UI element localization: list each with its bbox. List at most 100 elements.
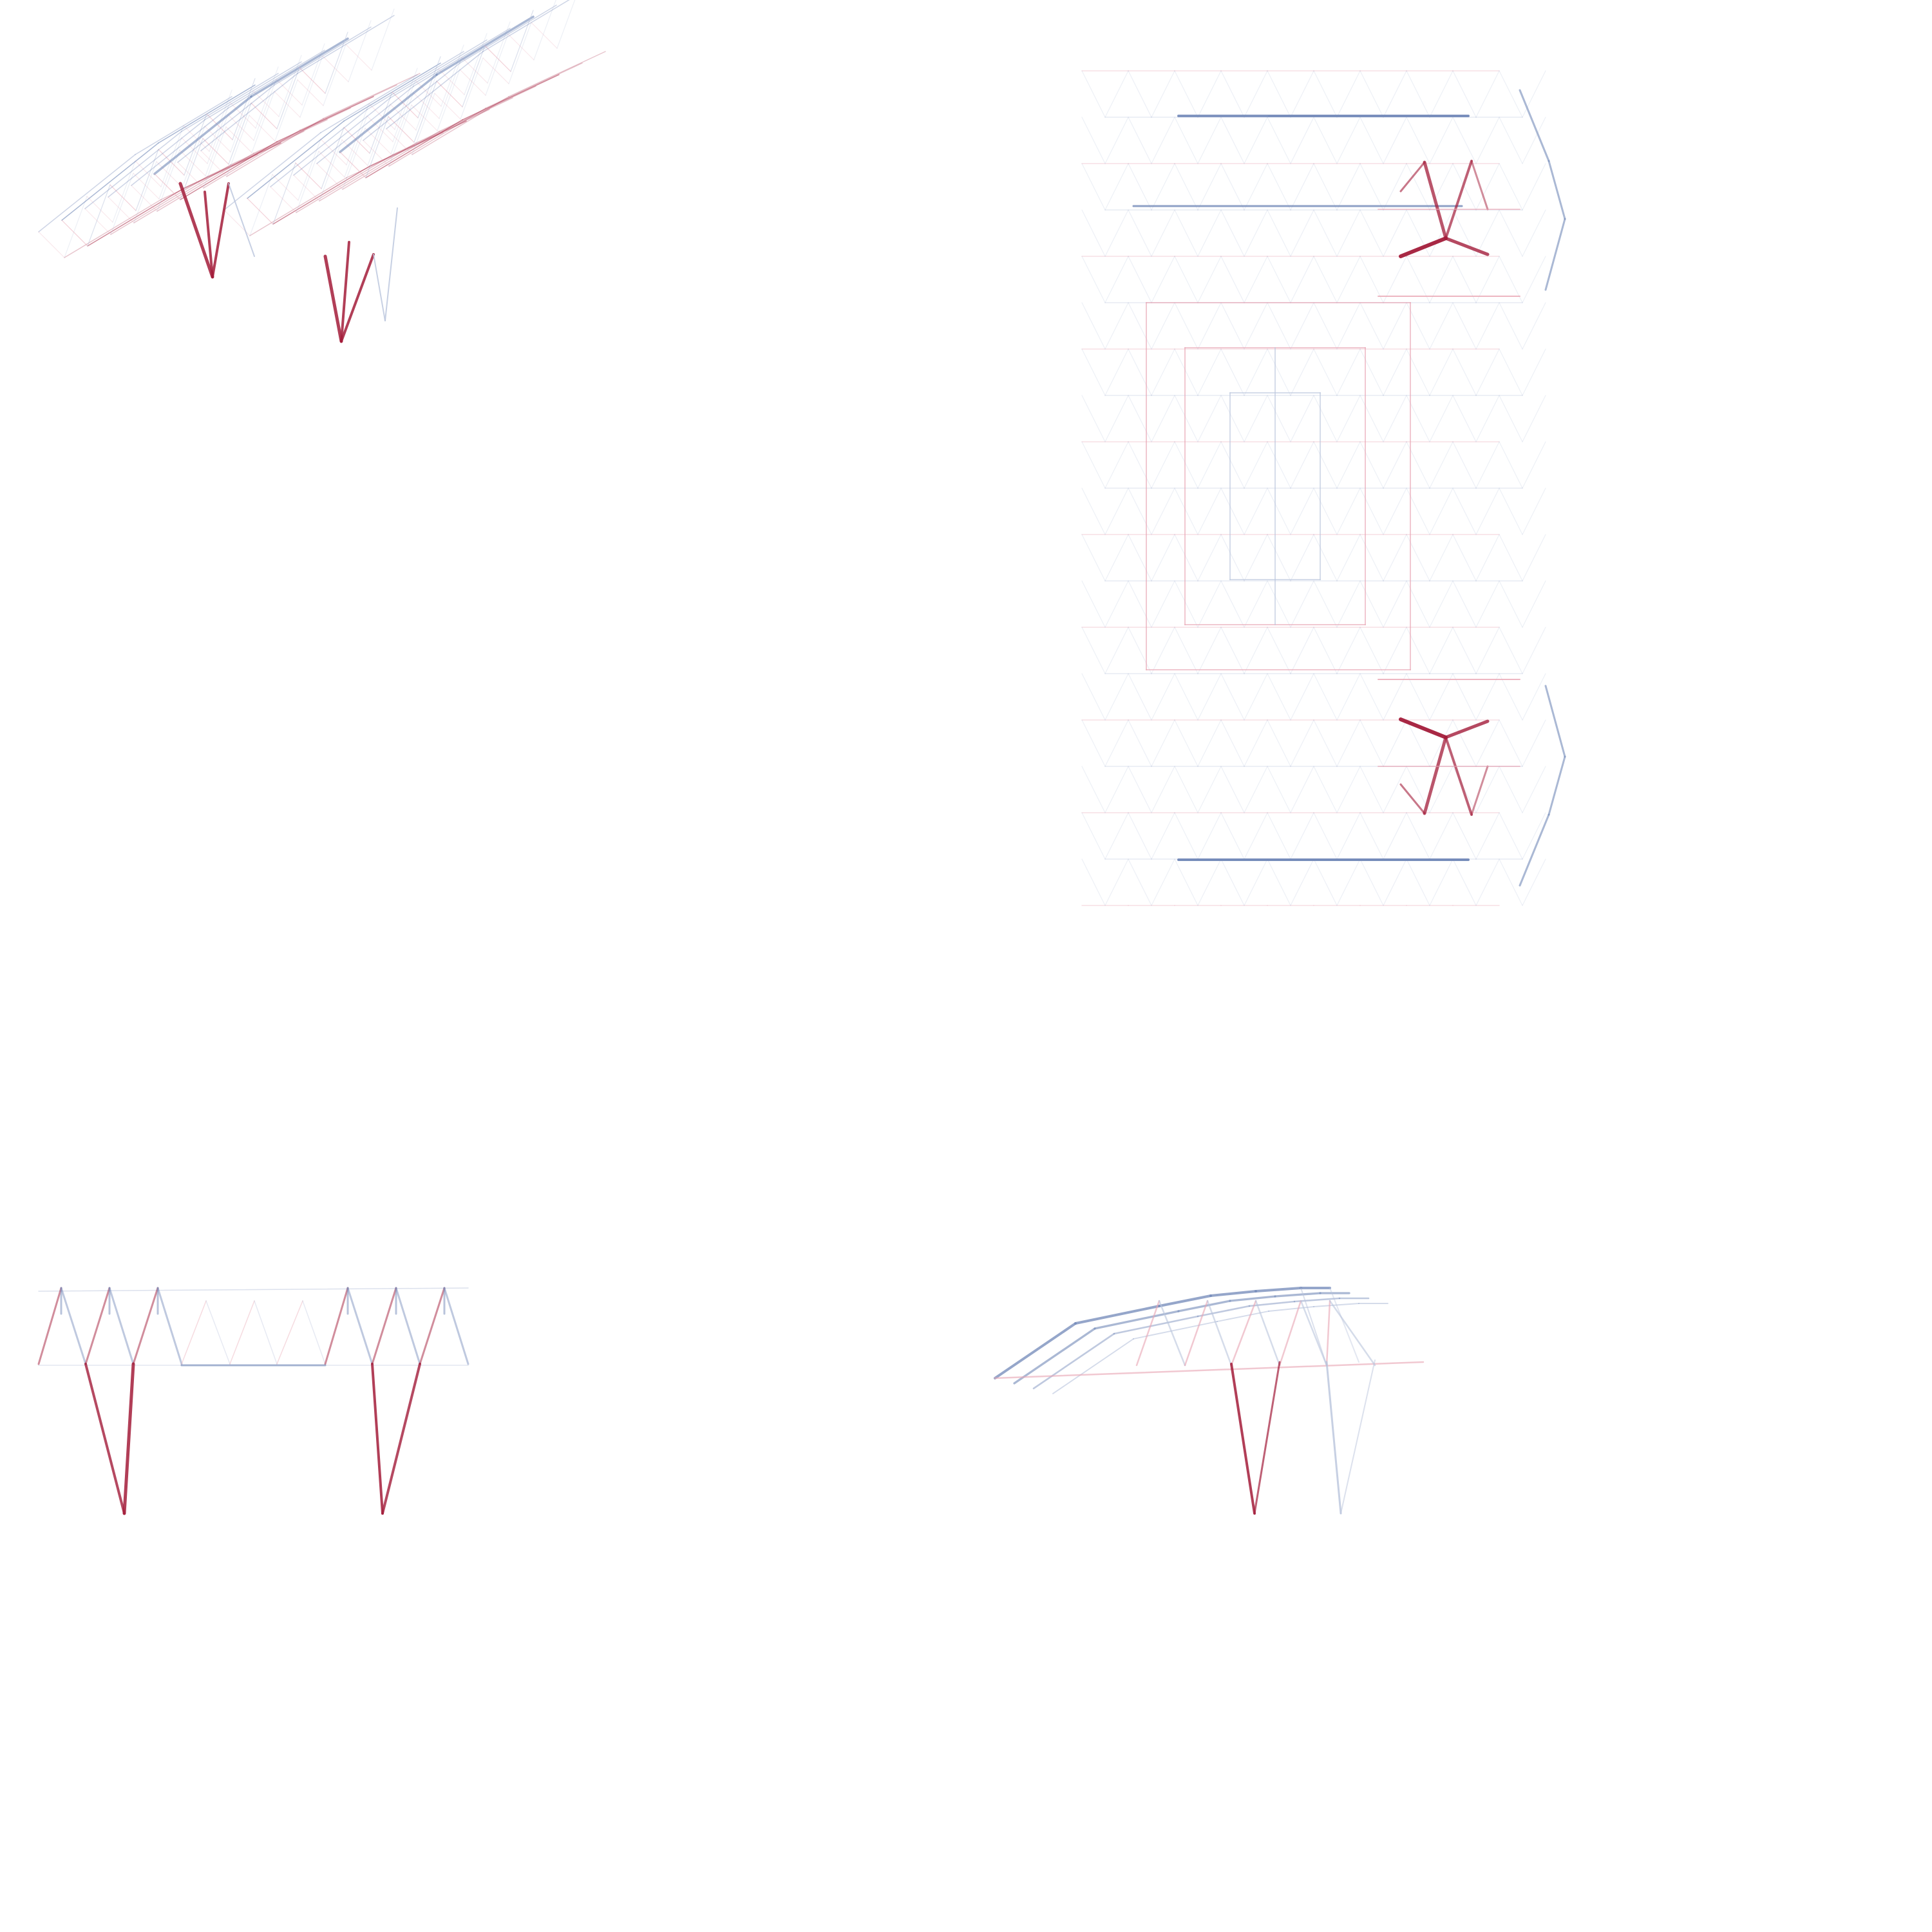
plan-diagonal [1499,441,1523,489]
front-web-member [37,1287,62,1365]
side-top-chord [1052,1338,1134,1394]
plan-diagonal [1197,302,1222,350]
axo-top-chord [38,154,136,232]
plan-diagonal [1174,348,1198,396]
plan-support-leg [1444,236,1490,256]
plan-diagonal [1336,209,1361,257]
plan-diagonal [1128,766,1152,813]
plan-support-brace [1470,160,1489,211]
plan-diagonal [1290,348,1314,396]
front-web-member [324,1287,349,1365]
axo-top-chord [366,51,464,110]
axo-web-member [434,93,461,120]
plan-diagonal [1429,580,1454,628]
axo-web-member [436,80,463,108]
plan-diagonal [1081,580,1106,628]
plan-diagonal [1244,488,1268,535]
side-top-chord [1013,1327,1096,1385]
plan-diagonal [1499,302,1523,350]
axo-top-chord [270,109,368,187]
plan-diagonal [1081,441,1106,489]
plan-diagonal [1522,534,1546,582]
plan-diagonal [1429,673,1454,721]
front-web-member [181,1300,207,1365]
plan-diagonal [1267,70,1291,118]
axo-tension-leg [228,183,255,257]
plan-edge-tension [1519,813,1550,887]
front-web-member [371,1287,397,1365]
plan-diagonal [1522,163,1546,211]
plan-diagonal [1104,117,1129,164]
side-top-chord [1209,1290,1257,1297]
side-web-member [1278,1300,1302,1367]
front-support-leg [122,1362,135,1515]
axo-bottom-chord [276,96,374,142]
plan-diagonal [1081,117,1106,164]
plan-diagonal [1174,70,1198,118]
axo-bottom-chord [296,154,393,213]
plan-diagonal [1499,673,1523,721]
axo-web-member [112,160,136,223]
plan-diagonal [1197,117,1222,164]
plan-diagonal [1174,766,1198,813]
axo-web-member [135,149,159,211]
axo-web-member [392,80,416,142]
plan-diagonal [1128,858,1152,906]
plan-diagonal [1383,256,1407,303]
plan-diagonal [1475,719,1500,767]
axo-web-member [341,139,368,166]
plan-diagonal [1081,858,1106,906]
plan-diagonal [1290,209,1314,257]
plan-diagonal [1522,348,1546,396]
plan-diagonal [1452,812,1477,860]
axo-web-member [160,125,184,187]
axo-web-member [225,126,252,153]
plan-diagonal [1081,209,1106,257]
axo-web-member [322,55,349,82]
plan-diagonal [1104,395,1129,442]
plan-diagonal [1359,117,1384,164]
axo-bottom-chord [156,153,254,212]
plan-diagonal [1336,256,1361,303]
plan-diagonal [1406,209,1430,257]
axo-web-member [318,151,345,178]
side-top-chord [1313,1303,1359,1307]
plan-support-leg [1399,236,1448,258]
plan-diagonal [1336,580,1361,628]
axo-web-member [229,102,256,129]
plan-diagonal [1151,534,1175,582]
plan-diagonal [1220,488,1245,535]
axo-web-member [415,68,439,131]
plan-diagonal [1174,534,1198,582]
axo-top-chord [223,132,321,211]
axo-web-member [460,57,484,120]
axo-web-member [86,196,113,223]
plan-edge-tension [1548,160,1566,220]
plan-diagonal [1081,766,1106,813]
plan-diagonal [1174,858,1198,906]
plan-diagonal [1522,117,1546,164]
plan-diagonal [1499,719,1523,767]
side-web-member [1300,1287,1327,1366]
axo-top-chord [61,142,159,221]
plan-diagonal [1197,256,1222,303]
axo-top-chord [131,108,229,186]
plan-diagonal [1151,719,1175,767]
plan-diagonal [1244,673,1268,721]
axo-web-member [251,102,278,129]
plan-diagonal [1220,70,1245,118]
plan-diagonal [1475,766,1500,813]
plan-diagonal [1290,70,1314,118]
axo-web-member [296,151,319,213]
axo-top-chord [227,50,325,109]
plan-diagonal [1267,627,1291,674]
plan-diagonal [1313,209,1338,257]
side-top-chord [994,1322,1077,1379]
front-web-member [84,1287,111,1365]
plan-edge-tension [1544,685,1566,758]
front-top-chord [38,1287,469,1292]
plan-diagonal [1244,256,1268,303]
plan-diagonal [1104,488,1129,535]
axo-top-chord [459,5,557,64]
